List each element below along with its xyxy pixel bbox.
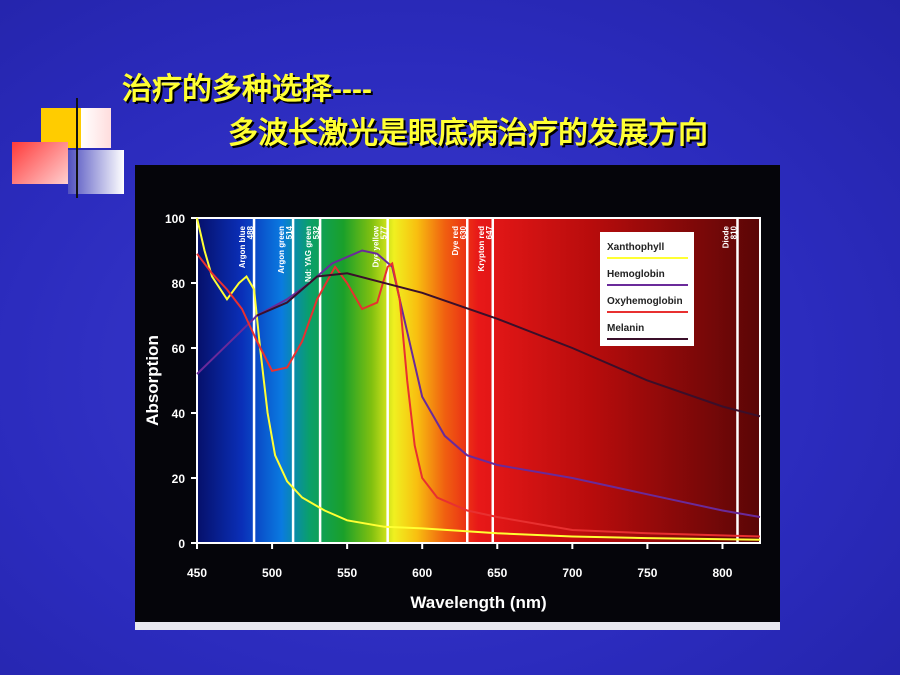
deco (12, 142, 68, 184)
deco (81, 108, 111, 148)
y-tick-label: 80 (172, 277, 186, 291)
x-tick-label: 750 (637, 566, 657, 580)
legend (600, 232, 694, 346)
laser-name: Krypton red (477, 226, 486, 271)
x-tick-label: 700 (562, 566, 582, 580)
laser-value: 630 (459, 225, 468, 239)
y-tick-label: 60 (172, 342, 186, 356)
x-tick-label: 650 (487, 566, 507, 580)
legend-label: Xanthophyll (607, 242, 664, 253)
panel-edge (135, 622, 780, 630)
laser-name: Argon blue (238, 225, 247, 268)
laser-value: 577 (380, 225, 389, 239)
series-line (196, 217, 761, 541)
x-tick-label: 550 (337, 566, 357, 580)
laser-name: Argon green (277, 226, 286, 274)
deco (41, 108, 81, 148)
legend-label: Hemoglobin (607, 269, 665, 280)
x-tick-label: 450 (187, 566, 207, 580)
x-axis-label: Wavelength (nm) (410, 593, 546, 612)
series-line (256, 272, 761, 418)
y-axis-label: Absorption (143, 335, 162, 426)
laser-value: 488 (246, 225, 255, 239)
x-tick-label: 600 (412, 566, 432, 580)
subtitle: 多波长激光是眼底病治疗的发展方向 (228, 117, 708, 150)
x-tick-label: 800 (712, 566, 732, 580)
y-tick-label: 40 (172, 407, 186, 421)
x-tick-label: 500 (262, 566, 282, 580)
plot-frame (196, 217, 761, 544)
laser-name: Dye red (451, 226, 460, 255)
laser-name: Nd: YAG green (304, 226, 313, 282)
deco (76, 98, 78, 198)
laser-value: 647 (485, 225, 494, 239)
y-tick-label: 0 (178, 537, 185, 551)
laser-value: 514 (285, 225, 294, 239)
legend-label: Oxyhemoglobin (607, 296, 683, 307)
laser-name: Dye yellow (372, 225, 381, 267)
legend-label: Melanin (607, 323, 644, 334)
laser-value: 810 (729, 225, 738, 239)
title: 治疗的多种选择---- (122, 73, 372, 106)
y-tick-label: 100 (165, 212, 185, 226)
y-tick-label: 20 (172, 472, 186, 486)
laser-value: 532 (312, 225, 321, 239)
laser-name: Diode (721, 225, 730, 248)
series-line (196, 253, 761, 538)
